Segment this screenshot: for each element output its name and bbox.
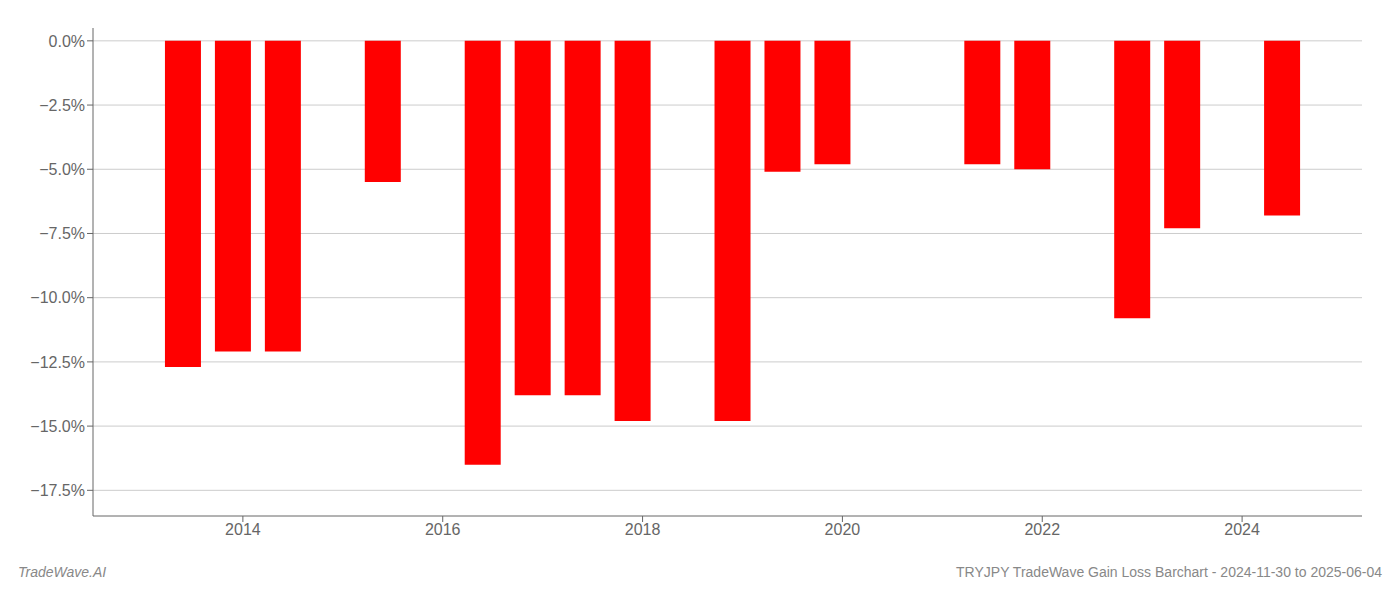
- html-text:TRYJPY TradeWave Gain Loss Bar: TRYJPY TradeWave Gain Loss Barchart - 20…: [956, 564, 1382, 580]
- svg-text:0.0%: 0.0%: [49, 33, 85, 50]
- svg-text:−17.5%: −17.5%: [30, 482, 85, 499]
- svg-text:2024: 2024: [1224, 521, 1260, 538]
- svg-text:−15.0%: −15.0%: [30, 418, 85, 435]
- svg-text:−12.5%: −12.5%: [30, 354, 85, 371]
- svg-text:2014: 2014: [225, 521, 261, 538]
- svg-text:−2.5%: −2.5%: [39, 97, 85, 114]
- svg-text:−5.0%: −5.0%: [39, 161, 85, 178]
- svg-text:2022: 2022: [1024, 521, 1060, 538]
- svg-text:−10.0%: −10.0%: [30, 289, 85, 306]
- svg-text:2018: 2018: [625, 521, 661, 538]
- svg-text:−7.5%: −7.5%: [39, 225, 85, 242]
- svg-text:2020: 2020: [825, 521, 861, 538]
- html-text:TradeWave.AI: TradeWave.AI: [18, 564, 107, 580]
- svg-text:2016: 2016: [425, 521, 461, 538]
